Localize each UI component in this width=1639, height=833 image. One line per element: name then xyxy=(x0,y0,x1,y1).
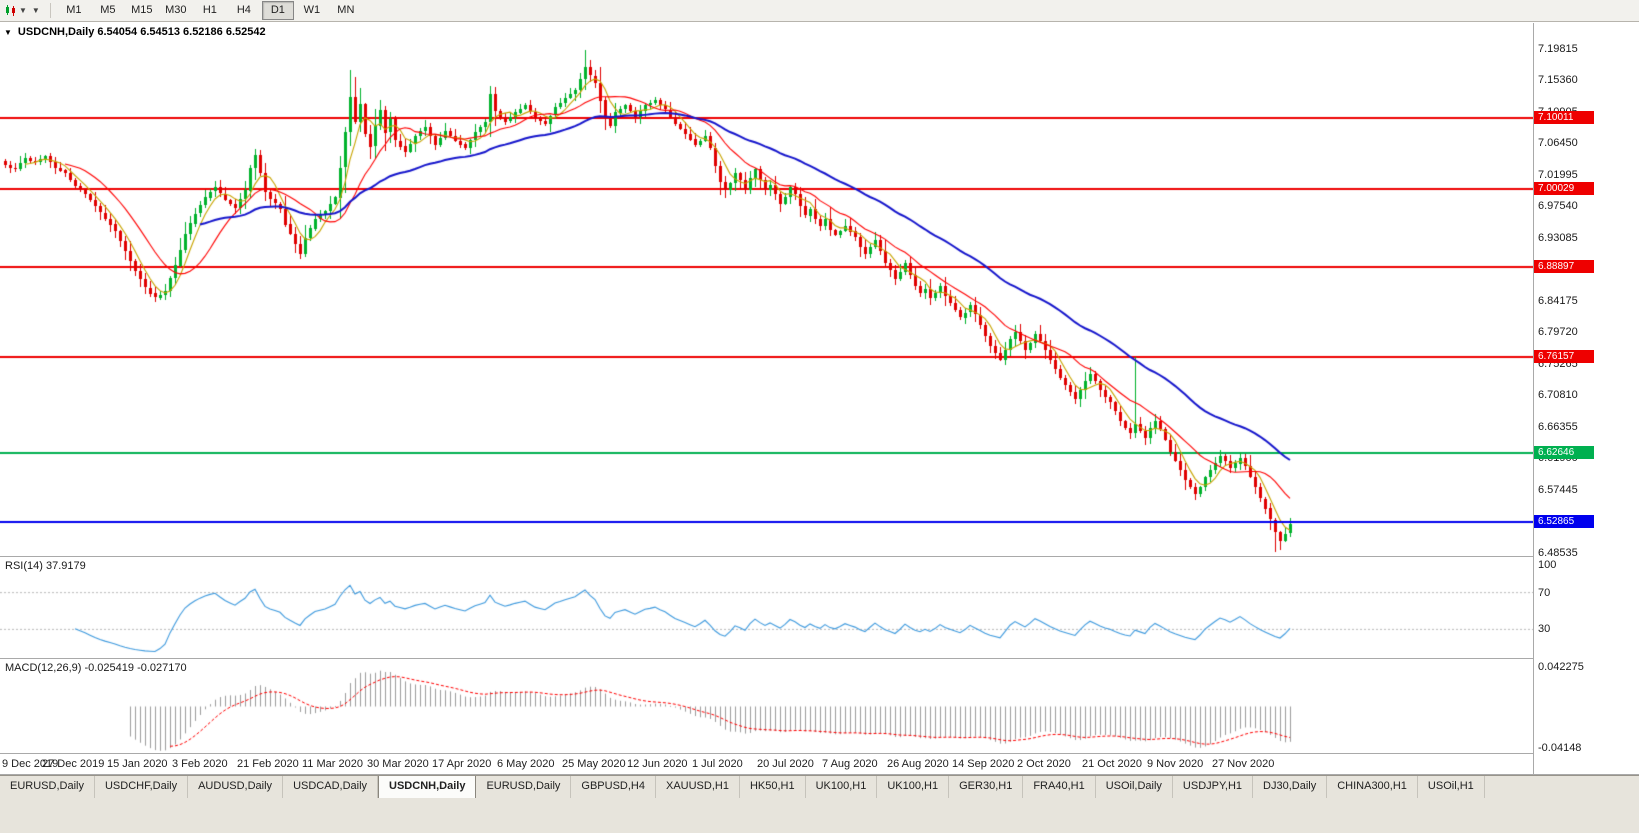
tab-usdchf-daily[interactable]: USDCHF,Daily xyxy=(95,776,189,799)
chart-menu-icon[interactable]: ▼ xyxy=(4,27,12,37)
timeframe-m1[interactable]: M1 xyxy=(66,4,82,16)
macd-axis-max: 0.042275 xyxy=(1538,661,1584,673)
date-label: 26 Aug 2020 xyxy=(887,758,949,770)
tab-usdjpy-h1[interactable]: USDJPY,H1 xyxy=(1173,776,1254,799)
chart-tabs: EURUSD,Daily USDCHF,Daily AUDUSD,Daily USDC… xyxy=(0,775,1639,799)
date-label: 6 May 2020 xyxy=(497,758,555,770)
period-dropdown-icon[interactable]: ▼ xyxy=(31,6,40,15)
date-label: 1 Jul 2020 xyxy=(692,758,743,770)
date-label: 11 Mar 2020 xyxy=(302,758,363,770)
candlestick-icon xyxy=(6,5,15,16)
date-label: 17 Apr 2020 xyxy=(432,758,492,770)
date-label: 20 Jul 2020 xyxy=(757,758,814,770)
macd-axis-min: -0.04148 xyxy=(1538,742,1582,754)
macd-label: MACD(12,26,9) -0.025419 -0.027170 xyxy=(5,662,187,674)
rsi-pane-canvas[interactable] xyxy=(0,558,1533,657)
price-axis-label: 7.06450 xyxy=(1538,137,1578,149)
tab-usdcnh-daily[interactable]: USDCNH,Daily xyxy=(378,776,477,799)
timeframe-m30[interactable]: M30 xyxy=(165,4,187,16)
toolbar-separator xyxy=(49,3,51,18)
chart-info-bar: ▼ USDCNH,Daily 6.54054 6.54513 6.52186 6… xyxy=(0,25,1533,39)
main-chart-canvas[interactable] xyxy=(0,40,1533,556)
chart-type-icon[interactable]: ▼ xyxy=(4,4,27,17)
price-axis-label: 6.97540 xyxy=(1538,200,1578,212)
axis-separator xyxy=(1533,23,1534,774)
price-axis-label: 7.01995 xyxy=(1538,169,1578,181)
date-label: 7 Aug 2020 xyxy=(822,758,878,770)
price-axis-label: 6.66355 xyxy=(1538,421,1578,433)
tab-china300-h1[interactable]: CHINA300,H1 xyxy=(1327,776,1418,799)
timeframe-h4[interactable]: H4 xyxy=(236,4,251,16)
price-axis-label: 6.84175 xyxy=(1538,295,1578,307)
tab-ger30-h1[interactable]: GER30,H1 xyxy=(949,776,1024,799)
pane-separator[interactable] xyxy=(0,556,1639,557)
chevron-down-icon: ▼ xyxy=(31,6,40,15)
pane-separator[interactable] xyxy=(0,658,1639,659)
price-tag: 6.88897 xyxy=(1534,260,1594,273)
date-label: 27 Dec 2019 xyxy=(42,758,105,770)
price-tag: 7.10011 xyxy=(1534,111,1594,124)
tab-usoil-daily[interactable]: USOil,Daily xyxy=(1096,776,1173,799)
price-axis-label: 6.48535 xyxy=(1538,547,1578,559)
tab-eurusd-daily[interactable]: EURUSD,Daily xyxy=(0,776,95,799)
rsi-axis-label: 100 xyxy=(1538,559,1557,571)
price-axis-label: 6.57445 xyxy=(1538,484,1578,496)
date-label: 21 Oct 2020 xyxy=(1082,758,1142,770)
tab-eurusd-daily[interactable]: EURUSD,Daily xyxy=(476,776,572,799)
timeframe-mn[interactable]: MN xyxy=(337,4,355,16)
tab-gbpusd-h4[interactable]: GBPUSD,H4 xyxy=(571,776,656,799)
tab-uk100-h1[interactable]: UK100,H1 xyxy=(806,776,878,799)
rsi-axis-label: 70 xyxy=(1538,587,1551,599)
chevron-down-icon: ▼ xyxy=(19,6,27,15)
price-axis-label: 6.79720 xyxy=(1538,326,1578,338)
timeframe-buttons: M1 M5 M15 M30 H1 H4 D1 W1 MN xyxy=(57,1,363,20)
price-axis-label: 7.19815 xyxy=(1538,43,1578,55)
rsi-axis-label: 30 xyxy=(1538,623,1551,635)
date-label: 12 Jun 2020 xyxy=(627,758,688,770)
tab-usoil-h1[interactable]: USOil,H1 xyxy=(1418,776,1485,799)
date-label: 14 Sep 2020 xyxy=(952,758,1015,770)
date-label: 30 Mar 2020 xyxy=(367,758,429,770)
date-label: 2 Oct 2020 xyxy=(1017,758,1071,770)
price-axis-label: 7.15360 xyxy=(1538,74,1578,86)
timeframe-m5[interactable]: M5 xyxy=(100,4,116,16)
price-tag: 7.00029 xyxy=(1534,182,1594,195)
timeframe-w1[interactable]: W1 xyxy=(303,4,321,16)
price-tag: 6.62646 xyxy=(1534,446,1594,459)
price-tag: 6.52865 xyxy=(1534,515,1594,528)
price-tag: 6.76157 xyxy=(1534,350,1594,363)
date-label: 3 Feb 2020 xyxy=(172,758,228,770)
price-axis-label: 6.93085 xyxy=(1538,232,1578,244)
chart-bottom-frame xyxy=(0,774,1639,775)
macd-pane-canvas[interactable] xyxy=(0,660,1533,753)
tab-uk100-h1[interactable]: UK100,H1 xyxy=(877,776,950,799)
date-label: 15 Jan 2020 xyxy=(107,758,168,770)
price-axis[interactable] xyxy=(1534,23,1639,774)
status-strip xyxy=(0,798,1639,833)
price-axis-label: 6.70810 xyxy=(1538,389,1578,401)
timeframe-h1[interactable]: H1 xyxy=(202,4,217,16)
rsi-label: RSI(14) 37.9179 xyxy=(5,560,86,572)
date-label: 27 Nov 2020 xyxy=(1212,758,1275,770)
date-label: 25 May 2020 xyxy=(562,758,626,770)
timeframe-toolbar: ▼ ▼ M1 M5 M15 M30 H1 H4 D1 W1 MN xyxy=(0,0,1639,22)
tab-dj30-daily[interactable]: DJ30,Daily xyxy=(1253,776,1328,799)
pane-separator[interactable] xyxy=(0,753,1639,754)
date-label: 9 Dec 2019 xyxy=(2,758,59,770)
timeframe-d1[interactable]: D1 xyxy=(261,1,294,20)
tab-hk50-h1[interactable]: HK50,H1 xyxy=(740,776,806,799)
timeframe-m15[interactable]: M15 xyxy=(131,4,153,16)
tab-usdcad-daily[interactable]: USDCAD,Daily xyxy=(283,776,379,799)
date-label: 21 Feb 2020 xyxy=(237,758,299,770)
chart-ohlc-line: USDCNH,Daily 6.54054 6.54513 6.52186 6.5… xyxy=(17,26,266,38)
tab-fra40-h1[interactable]: FRA40,H1 xyxy=(1023,776,1096,799)
tab-audusd-daily[interactable]: AUDUSD,Daily xyxy=(188,776,284,799)
date-label: 9 Nov 2020 xyxy=(1147,758,1204,770)
tab-xauusd-h1[interactable]: XAUUSD,H1 xyxy=(656,776,740,799)
